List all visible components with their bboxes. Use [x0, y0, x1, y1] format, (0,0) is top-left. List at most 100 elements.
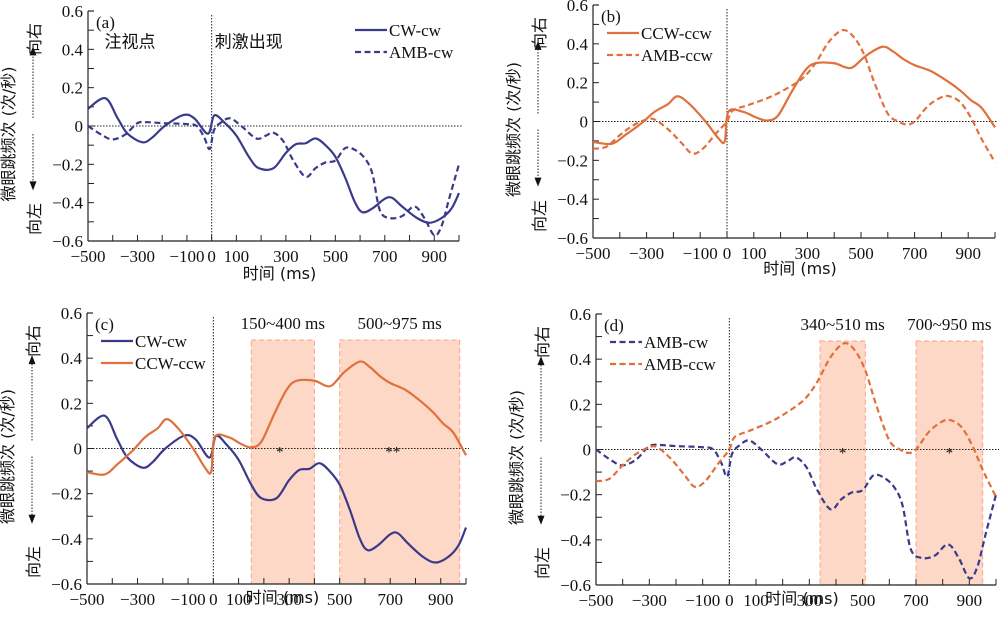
y-axis-title: 微眼跳频次 (次/秒)	[0, 389, 17, 524]
y-tick-label: 0.6	[570, 305, 591, 324]
y-tick-label: 0.4	[570, 350, 592, 369]
x-tick-label: 100	[226, 590, 252, 609]
series-line-ccw-ccw	[592, 45, 996, 146]
x-tick-label: 500	[327, 590, 353, 609]
series-line-cw-cw	[86, 414, 468, 564]
band-label: 700~950 ms	[907, 315, 991, 334]
y-tick-label: 0.2	[567, 74, 588, 93]
panel-label: (a)	[96, 13, 115, 32]
panel-label: (c)	[95, 315, 114, 334]
significance-band	[339, 339, 461, 585]
x-tick-label: −100	[169, 247, 204, 266]
x-tick-label: −500	[575, 244, 610, 263]
x-axis-title: 时间 (ms)	[246, 588, 320, 607]
direction-right-label: 向右	[533, 326, 552, 358]
y-tick-label: 0.2	[62, 79, 83, 98]
legend-label: AMB-ccw	[641, 46, 713, 65]
direction-left-label: 向左	[24, 546, 43, 578]
legend-label: AMB-cw	[389, 43, 454, 62]
x-tick-label: −100	[685, 591, 720, 610]
x-tick-label: 0	[209, 590, 218, 609]
x-tick-label: 100	[743, 591, 769, 610]
y-tick-label: −0.2	[52, 155, 83, 174]
y-axis-title: 微眼跳频次 (次/秒)	[504, 62, 523, 197]
direction-right-label: 向右	[24, 325, 43, 357]
y-tick-label: −0.6	[52, 232, 83, 251]
y-tick-label: 0	[75, 117, 84, 136]
y-tick-label: 0	[74, 440, 83, 459]
x-tick-label: −500	[69, 590, 104, 609]
x-tick-label: −300	[632, 591, 667, 610]
x-tick-label: 900	[428, 590, 454, 609]
panel-annotation: 刺激出现	[215, 33, 283, 53]
y-tick-label: −0.2	[557, 151, 588, 170]
arrow-up-icon	[534, 40, 542, 50]
arrow-up-icon	[28, 355, 36, 365]
legend-label: CW-cw	[135, 332, 188, 351]
x-tick-label: −100	[171, 590, 206, 609]
x-tick-label: −300	[120, 590, 155, 609]
panel-label: (d)	[604, 316, 624, 335]
series-line-amb-ccw	[592, 28, 996, 163]
panel-d: 340~510 ms 700~950 ms −500 −300 −100 0 100 300 5…	[507, 305, 999, 610]
y-tick-label: −0.6	[557, 229, 588, 248]
direction-right-label: 向右	[530, 17, 549, 49]
x-tick-label: −500	[578, 591, 613, 610]
x-tick-label: 0	[723, 244, 732, 263]
y-tick-label: 0	[583, 441, 592, 460]
x-tick-label: −300	[629, 244, 664, 263]
legend-label: AMB-cw	[644, 333, 709, 352]
x-axis-title: 时间 (ms)	[765, 589, 839, 608]
panel-label: (b)	[601, 7, 621, 26]
y-axis-title: 微眼跳频次 (次/秒)	[507, 390, 526, 525]
significance-band	[915, 340, 984, 586]
series-line-amb-cw	[595, 439, 998, 580]
y-tick-label: 0.2	[61, 394, 82, 413]
x-tick-label: 100	[741, 244, 767, 263]
significance-band	[250, 339, 315, 585]
legend-label: AMB-ccw	[644, 355, 716, 374]
arrow-down-icon	[28, 514, 36, 524]
x-tick-label: 700	[377, 590, 403, 609]
y-tick-label: 0.4	[62, 40, 84, 59]
x-tick-label: 700	[902, 244, 928, 263]
y-tick-label: −0.6	[51, 575, 82, 594]
y-tick-label: 0.4	[567, 35, 589, 54]
direction-right-label: 向右	[25, 23, 44, 55]
x-tick-label: 0	[207, 247, 216, 266]
significance-star: *	[276, 445, 284, 461]
direction-left-label: 向左	[25, 203, 44, 235]
y-tick-label: −0.6	[560, 576, 591, 595]
legend-label: CW-cw	[389, 21, 442, 40]
arrow-down-icon	[537, 515, 545, 525]
x-tick-label: −300	[120, 247, 155, 266]
panel-c: 150~400 ms 500~975 ms−500 −300 −100 0 100 300 5…	[0, 304, 469, 609]
y-tick-label: −0.4	[557, 190, 588, 209]
y-tick-label: −0.4	[560, 531, 591, 550]
y-tick-label: 0.6	[62, 2, 83, 21]
x-tick-label: 900	[422, 247, 448, 266]
y-tick-label: 0	[580, 113, 589, 132]
x-tick-label: 500	[848, 244, 874, 263]
legend-label: CCW-ccw	[641, 24, 713, 43]
band-label: 340~510 ms	[801, 315, 885, 334]
x-tick-label: 900	[957, 591, 983, 610]
x-tick-label: 0	[725, 591, 734, 610]
arrow-down-icon	[534, 177, 542, 187]
panel-a: −500 −300 −100 0 100 300 500 700 9000.60.40.20−0…	[0, 2, 462, 283]
x-axis-title: 时间 (ms)	[243, 264, 317, 283]
x-tick-label: 500	[323, 247, 349, 266]
x-tick-label: 300	[797, 591, 823, 610]
series-line-cw-cw	[87, 97, 460, 224]
y-tick-label: −0.2	[560, 486, 591, 505]
arrow-up-icon	[29, 46, 37, 56]
x-tick-label: 900	[955, 244, 981, 263]
y-tick-label: 0.6	[61, 304, 82, 323]
x-tick-label: 300	[276, 590, 302, 609]
band-label: 150~400 ms	[241, 314, 325, 333]
y-tick-label: 0.2	[570, 395, 591, 414]
panel-annotation: 注视点	[105, 33, 156, 53]
panel-b: −500 −300 −100 0 100 300 500 700 900 0.6 0.4 0.2 0 −0…	[504, 0, 998, 278]
direction-left-label: 向左	[533, 547, 552, 579]
